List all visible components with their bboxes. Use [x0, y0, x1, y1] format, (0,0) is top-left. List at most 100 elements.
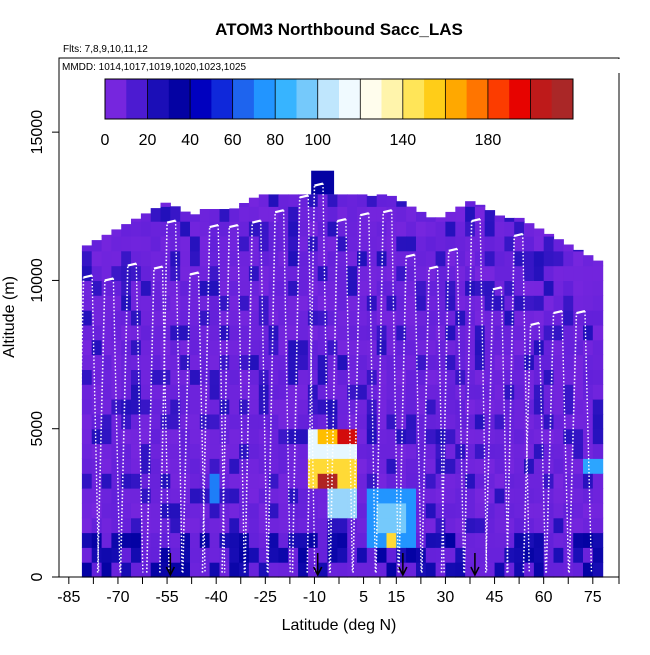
heatmap-cell	[327, 369, 338, 385]
colorbar-band	[424, 79, 446, 119]
heatmap-cell	[543, 428, 555, 445]
heatmap-cell	[347, 413, 358, 430]
heatmap-cell	[347, 443, 358, 459]
heatmap-cell	[435, 562, 446, 578]
heatmap-cell	[298, 221, 309, 237]
heatmap-cell	[494, 502, 505, 519]
heatmap-cell	[258, 250, 270, 267]
heatmap-cell	[121, 428, 132, 445]
heatmap-cell	[504, 428, 515, 445]
heatmap-cell	[474, 369, 486, 385]
heatmap-cell	[327, 280, 338, 296]
heatmap-cell	[553, 369, 564, 385]
heatmap-cell	[514, 339, 525, 356]
flight-level-segment	[337, 218, 347, 223]
heatmap-cell	[563, 488, 574, 504]
heatmap-cell	[357, 310, 368, 326]
heatmap-cell	[465, 458, 476, 474]
heatmap-cell	[140, 562, 152, 578]
heatmap-cell	[180, 250, 191, 267]
heatmap-cell	[553, 458, 564, 474]
heatmap-cell	[298, 354, 309, 370]
heatmap-cell	[435, 502, 446, 519]
heatmap-cell	[337, 517, 348, 534]
heatmap-cell	[514, 413, 525, 430]
heatmap-cell	[327, 443, 338, 459]
heatmap-cell	[445, 473, 456, 489]
heatmap-cell	[278, 547, 289, 563]
heatmap-cell	[445, 413, 456, 430]
heatmap-cell	[258, 532, 270, 548]
heatmap-cell	[445, 547, 456, 563]
heatmap-cell	[504, 339, 515, 356]
heatmap-cell	[573, 280, 584, 296]
heatmap-cell	[376, 339, 388, 356]
heatmap-cell	[248, 502, 260, 519]
heatmap-cell	[347, 369, 358, 385]
heatmap-cell	[307, 532, 319, 548]
heatmap-cell	[150, 208, 162, 222]
heatmap-cell	[121, 517, 132, 534]
heatmap-cell	[553, 562, 564, 578]
heatmap-cell	[406, 369, 417, 385]
heatmap-cell	[553, 339, 564, 356]
heatmap-cell	[533, 413, 545, 430]
heatmap-cell	[160, 250, 171, 267]
heatmap-cell	[307, 339, 319, 356]
flight-profile-line	[135, 263, 144, 573]
heatmap-cell	[573, 532, 584, 548]
heatmap-cell	[278, 265, 289, 281]
heatmap-cell	[131, 502, 142, 519]
heatmap-cell	[140, 502, 152, 519]
heatmap-cell	[484, 473, 496, 489]
heatmap-cell	[533, 280, 545, 296]
heatmap-cell	[465, 201, 476, 207]
heatmap-cell	[258, 194, 270, 207]
heatmap-cell	[298, 517, 309, 534]
heatmap-cell	[180, 211, 191, 222]
heatmap-cell	[396, 201, 407, 207]
heatmap-cell	[307, 310, 319, 326]
flight-profile-line	[561, 311, 570, 573]
heatmap-cell	[239, 473, 250, 489]
heatmap-cell	[180, 221, 191, 237]
heatmap-cell	[180, 235, 191, 252]
heatmap-cell	[337, 194, 348, 207]
heatmap-cell	[386, 310, 397, 326]
heatmap-cell	[190, 214, 201, 222]
flight-profile-line	[75, 277, 85, 573]
heatmap-cell	[298, 295, 309, 311]
heatmap-cell	[445, 265, 456, 281]
heatmap-cell	[121, 413, 132, 430]
heatmap-cell	[425, 532, 437, 548]
x-tick-label: -70	[106, 589, 129, 606]
heatmap-cell	[376, 206, 388, 222]
heatmap-cell	[180, 562, 191, 578]
heatmap-cell	[376, 532, 388, 548]
heatmap-cell	[455, 458, 466, 474]
heatmap-cell	[386, 428, 397, 445]
heatmap-cell	[101, 235, 112, 252]
flight-level-segment	[471, 218, 481, 223]
heatmap-cell	[376, 250, 388, 267]
flight-level-segment	[576, 309, 586, 315]
heatmap-cell	[366, 532, 378, 548]
heatmap-cell	[514, 235, 525, 252]
heatmap-cell	[298, 502, 309, 519]
heatmap-cell	[101, 473, 112, 489]
heatmap-cell	[140, 324, 152, 341]
heatmap-cell	[258, 473, 270, 489]
heatmap-cell	[160, 202, 171, 207]
heatmap-cell	[288, 428, 299, 445]
heatmap-cell	[425, 488, 437, 504]
heatmap-cell	[268, 532, 279, 548]
heatmap-cell	[474, 354, 486, 370]
heatmap-cell	[209, 209, 220, 222]
y-axis: 0 5000 10000 15000	[29, 110, 59, 581]
heatmap-cell	[396, 339, 407, 356]
colorbar-band	[402, 79, 425, 119]
heatmap-cell	[81, 502, 93, 519]
heatmap-cell	[563, 399, 574, 415]
heatmap-cell	[563, 443, 574, 459]
heatmap-cell	[101, 324, 112, 341]
